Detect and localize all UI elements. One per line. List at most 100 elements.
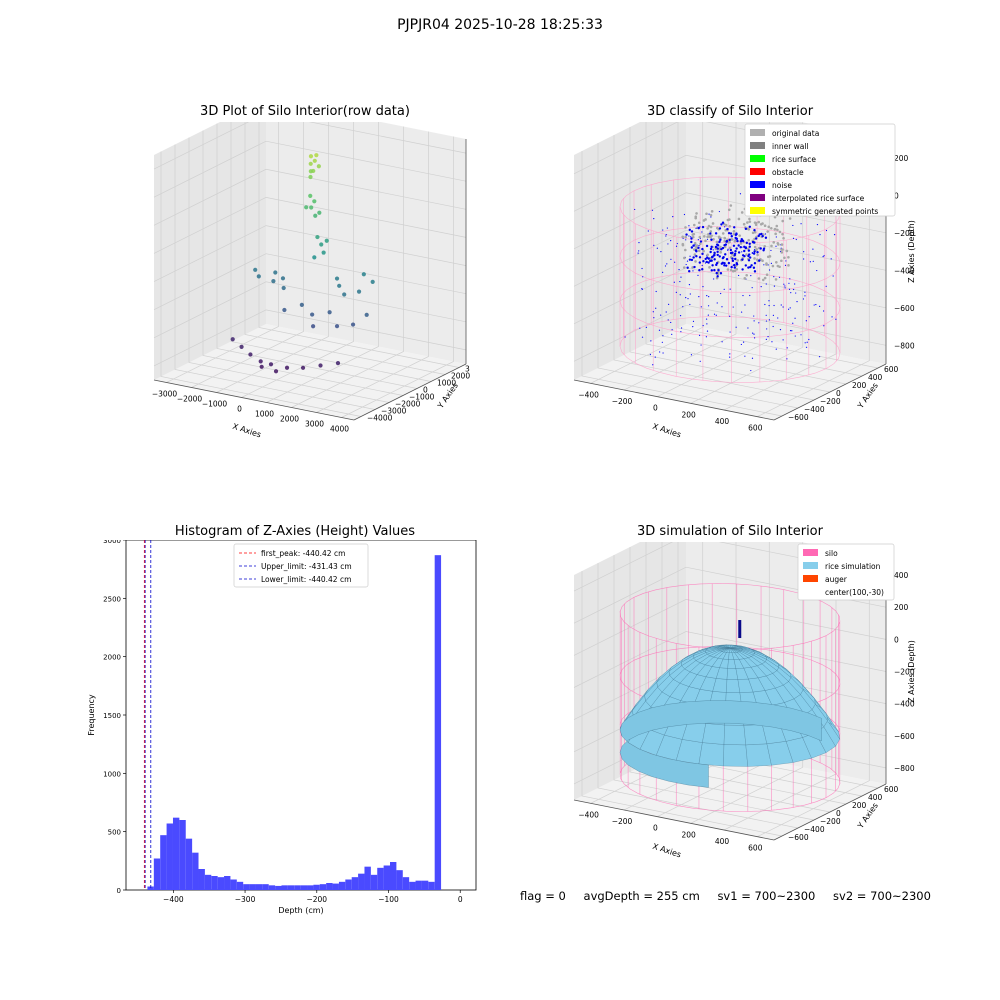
legend-label: rice surface	[772, 155, 816, 164]
y-tick-label: 200	[852, 801, 867, 810]
legend-box	[233, 543, 369, 588]
data-point	[370, 279, 375, 284]
data-point	[308, 169, 313, 174]
status-sv1: sv1 = 700~2300	[717, 889, 816, 903]
histogram-bar	[249, 884, 256, 890]
data-point	[361, 272, 366, 277]
histogram-bar	[345, 879, 352, 890]
data-point	[248, 352, 253, 357]
y-tick-label: −3000	[381, 407, 407, 416]
data-point	[308, 193, 313, 198]
x-tick-label: 600	[748, 424, 763, 433]
z-tick-label: −600	[894, 732, 915, 741]
x-tick-label: −400	[578, 810, 599, 819]
z-tick-label: −800	[894, 341, 915, 350]
histogram-bar	[281, 885, 288, 890]
histogram-bar	[179, 820, 186, 890]
histogram-bar	[358, 873, 365, 890]
histogram-bar	[211, 876, 218, 890]
x-tick-label: 200	[682, 830, 697, 839]
status-flag: flag = 0	[520, 889, 566, 903]
legend-swatch	[750, 181, 765, 188]
data-point	[300, 365, 306, 370]
y-tick-label: 1000	[103, 770, 121, 778]
legend-swatch	[750, 207, 765, 214]
y-tick-label: 600	[884, 785, 899, 794]
histogram-bar	[268, 885, 276, 890]
legend-label: interpolated rice surface	[772, 194, 865, 203]
data-point	[337, 283, 342, 288]
y-tick-label: 3000	[103, 540, 121, 545]
histogram-bar	[351, 877, 359, 890]
histogram-bar	[275, 885, 282, 890]
histogram-bar	[224, 876, 231, 890]
silo-wireframe	[619, 176, 841, 383]
histogram-bar	[147, 886, 154, 890]
histogram-bar	[434, 555, 442, 890]
histogram-bar	[370, 874, 378, 890]
x-tick-label: 3000	[305, 420, 324, 429]
status-avg-depth: avgDepth = 255 cm	[583, 889, 700, 903]
histogram-bar	[338, 881, 346, 890]
y-tick-label: 1500	[103, 712, 121, 720]
legend-label: original data	[772, 129, 819, 138]
x-tick-label: 600	[748, 844, 763, 853]
data-point	[314, 153, 319, 158]
data-point	[364, 312, 369, 317]
x-tick-label: −100	[378, 895, 399, 904]
x-tick-label: 400	[715, 417, 730, 426]
legend-label: Upper_limit: -431.43 cm	[261, 562, 352, 571]
y-tick-label: 200	[852, 381, 867, 390]
z-tick-label: 200	[894, 603, 909, 612]
y-tick-label: 2000	[103, 654, 121, 662]
z-tick-label: −800	[894, 764, 915, 773]
x-tick-label: 1000	[255, 410, 274, 419]
z-tick-label: −200	[894, 229, 915, 238]
x-tick-label: −300	[235, 895, 256, 904]
x-axis-label: Depth (cm)	[278, 906, 323, 915]
histogram-bar	[383, 865, 391, 890]
y-tick-label: 0	[117, 887, 121, 895]
histogram-bar	[185, 838, 193, 890]
noise-points	[624, 193, 837, 372]
status-line: flag = 0 avgDepth = 255 cm sv1 = 700~230…	[520, 889, 945, 903]
legend-label: inner wall	[772, 142, 809, 151]
data-point	[299, 302, 304, 307]
data-point	[327, 310, 332, 315]
figure-title: PJPJR04 2025-10-28 18:25:33	[397, 17, 603, 33]
data-point	[253, 267, 258, 272]
y-tick-label: 400	[868, 793, 883, 802]
legend-swatch	[750, 155, 765, 162]
data-point	[304, 205, 309, 210]
x-tick-label: −2000	[177, 395, 203, 404]
y-tick-label: −4000	[367, 414, 393, 423]
data-point	[268, 362, 274, 367]
data-point	[310, 312, 315, 317]
histogram-bar	[204, 874, 212, 890]
legend-swatch	[750, 194, 765, 201]
data-point	[271, 279, 276, 284]
histogram-bar	[326, 883, 333, 890]
legend-box	[744, 123, 896, 217]
chart-simulation-3d: −400−2000200400600−600−400−2000200400600…	[573, 542, 916, 859]
x-tick-label: 400	[715, 837, 730, 846]
legend-label: silo	[825, 549, 838, 558]
x-tick-label: −1000	[202, 400, 228, 409]
y-tick-label: 400	[868, 373, 883, 382]
histogram-bar	[409, 881, 416, 890]
z-tick-label: 400	[894, 571, 909, 580]
x-axis-label: X Axies	[231, 422, 262, 440]
legend: original data inner wall rice surface obsta…	[744, 123, 896, 217]
y-tick-label: −200	[820, 817, 841, 826]
histogram-bar	[217, 877, 225, 890]
histogram-bar	[198, 869, 205, 890]
panel-raw-data: 3D Plot of Silo Interior(row data) −3000…	[140, 100, 470, 460]
y-tick-label: 0	[836, 389, 841, 398]
data-point	[342, 292, 347, 297]
data-point	[319, 242, 324, 247]
data-point	[312, 158, 317, 163]
x-tick-label: −3000	[152, 390, 178, 399]
y-tick-label: −600	[788, 833, 809, 842]
histogram-bar	[255, 884, 263, 890]
data-point	[335, 361, 341, 366]
